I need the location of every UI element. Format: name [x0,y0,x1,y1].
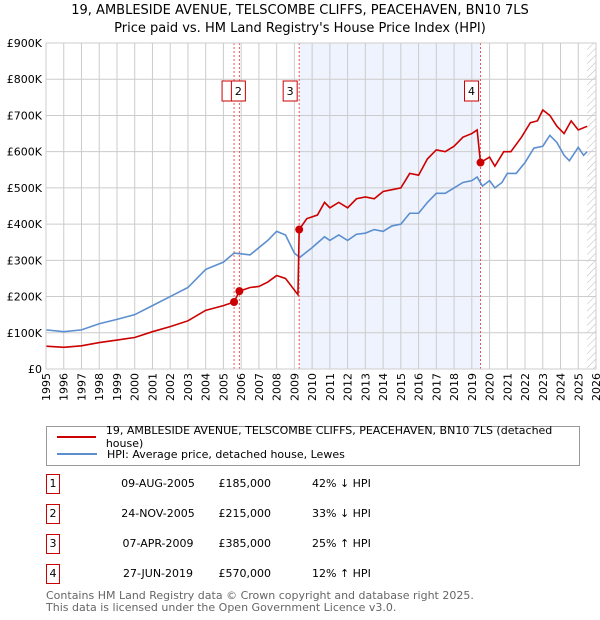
y-tick-label: £900K [7,37,43,50]
sale-row: 1 09-AUG-2005 £185,000 42% ↓ HPI [46,474,446,494]
sale-label-box [282,80,298,102]
legend-label: 19, AMBLESIDE AVENUE, TELSCOMBE CLIFFS, … [105,424,553,450]
sale-hpi-diff: 33% ↓ HPI [312,507,371,520]
x-tick-label: 2004 [200,373,213,401]
y-tick-label: £800K [7,73,43,86]
x-tick-label: 2001 [146,373,159,401]
legend: 19, AMBLESIDE AVENUE, TELSCOMBE CLIFFS, … [46,424,580,466]
legend-item-property: 19, AMBLESIDE AVENUE, TELSCOMBE CLIFFS, … [57,424,579,450]
sale-price: £385,000 [218,537,272,550]
x-tick-label: 2022 [519,373,532,401]
x-tick-label: 2011 [324,373,337,401]
sale-point [476,158,485,167]
sale-hpi-diff: 42% ↓ HPI [312,477,371,490]
price-chart: £0 £100K £200K £300K £400K £500K £600K £700K £80… [7,37,600,401]
x-tick-label: 2005 [217,373,230,401]
y-tick-label: £600K [7,146,43,159]
sale-date: 24-NOV-2005 [121,507,195,520]
legend-label: HPI: Average price, detached house, Lewe… [107,447,345,461]
chart-title: 19, AMBLESIDE AVENUE, TELSCOMBE CLIFFS, … [0,2,600,38]
sale-number: 4 [46,564,60,584]
series-line [45,134,588,333]
footer-line: Contains HM Land Registry data © Crown c… [46,589,474,602]
sale-point [235,287,244,296]
y-tick-label: £500K [7,182,43,195]
x-tick-label: 2019 [466,373,479,401]
x-tick-label: 2017 [430,373,443,401]
x-tick-label: 2002 [164,373,177,401]
y-tick-label: £0 [28,363,42,376]
x-tick-label: 1999 [111,373,124,401]
x-tick-label: 2021 [501,373,514,401]
x-tick-label: 2009 [288,373,301,401]
x-tick-label: 2016 [413,373,426,401]
y-tick-label: £400K [7,218,43,231]
x-tick-label: 1997 [75,373,88,401]
sale-date: 09-AUG-2005 [121,477,195,490]
sale-label: 2 [235,85,242,98]
hatched-future [587,43,596,369]
y-tick-label: £100K [7,327,43,340]
sale-date: 27-JUN-2019 [122,567,194,580]
y-tick-label: £700K [7,109,43,122]
sale-price: £215,000 [218,507,272,520]
sale-point [295,225,304,234]
x-tick-label: 2024 [555,373,568,401]
x-tick-label: 1996 [58,373,71,401]
sale-number: 1 [46,474,60,494]
footer-line: This data is licensed under the Open Gov… [46,601,397,614]
sale-label: 3 [287,85,294,98]
sale-point [230,297,239,306]
footer: Contains HM Land Registry data © Crown c… [46,590,474,614]
x-tick-label: 2007 [253,373,266,401]
sale-date: 07-APR-2009 [122,537,194,550]
x-tick-label: 2015 [395,373,408,401]
x-tick-label: 2026 [590,373,600,401]
sale-row: 3 07-APR-2009 £385,000 25% ↑ HPI [46,534,446,554]
sale-label-box [230,80,246,102]
x-tick-label: 2025 [572,373,585,401]
blue-line-swatch [57,453,97,455]
x-tick-label: 2013 [359,373,372,401]
sale-number: 2 [46,504,60,524]
x-tick-label: 2003 [182,373,195,401]
sale-row: 4 27-JUN-2019 £570,000 12% ↑ HPI [46,564,446,584]
sale-label-box [464,80,479,102]
legend-item-hpi: HPI: Average price, detached house, Lewe… [57,446,345,462]
subtitle-line: Price paid vs. HM Land Registry's House … [114,21,486,36]
red-line-swatch [57,436,96,438]
sale-price: £185,000 [218,477,272,490]
sale-hpi-diff: 25% ↑ HPI [312,537,371,550]
sale-row: 2 24-NOV-2005 £215,000 33% ↓ HPI [46,504,446,524]
shaded-period [299,43,481,369]
series-line [45,108,588,349]
plot-border [45,42,597,370]
y-tick-label: £300K [7,254,43,267]
title-line: 19, AMBLESIDE AVENUE, TELSCOMBE CLIFFS, … [71,3,529,18]
x-tick-label: 2020 [484,373,497,401]
x-tick-label: 2000 [129,373,142,401]
sale-hpi-diff: 12% ↑ HPI [312,567,371,580]
x-tick-label: 2023 [537,373,550,401]
x-tick-label: 2012 [342,373,355,401]
x-tick-label: 1998 [93,373,106,401]
x-tick-label: 2006 [235,373,248,401]
x-tick-label: 2008 [271,373,284,401]
y-tick-label: £200K [7,291,43,304]
x-tick-label: 2014 [377,373,390,401]
sale-number: 3 [46,534,60,554]
x-tick-label: 2010 [306,373,319,401]
sale-price: £570,000 [218,567,272,580]
sale-label: 4 [468,85,475,98]
x-tick-label: 1995 [40,373,53,401]
x-tick-label: 2018 [448,373,461,401]
